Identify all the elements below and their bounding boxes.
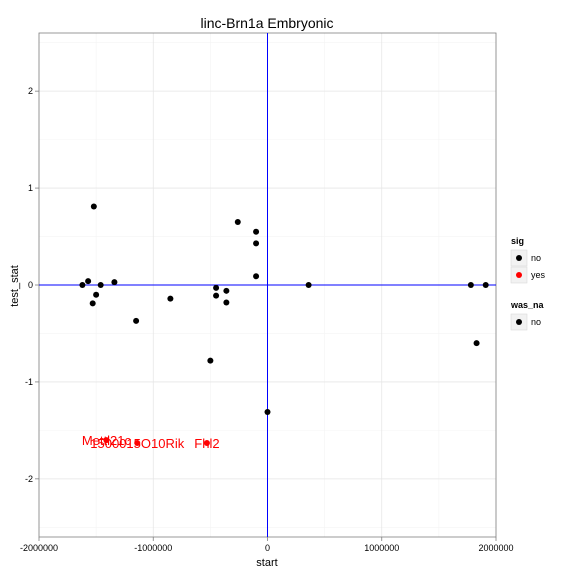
- x-tick-label: 2000000: [478, 543, 513, 553]
- sig-no-data-point: [305, 282, 312, 288]
- y-tick-label: 0: [28, 280, 33, 290]
- sig-no-data-point: [97, 282, 104, 288]
- x-tick-label: 1000000: [364, 543, 399, 553]
- sig-no-data-point: [207, 357, 214, 364]
- sig-no-data-point: [85, 278, 92, 285]
- sig-no-data-point: [167, 295, 174, 302]
- x-tick-label: 0: [265, 543, 270, 553]
- legend-label: yes: [531, 270, 546, 280]
- sig-no-data-point: [79, 282, 86, 288]
- y-tick-label: -1: [25, 377, 33, 387]
- sig-yes-data-point: [103, 437, 110, 444]
- sig-yes-data-point: [203, 439, 210, 446]
- point-label: 1500015O10Rik: [90, 436, 184, 451]
- legend-key-point: [516, 255, 522, 261]
- sig-no-data-point: [482, 282, 489, 288]
- sig-no-data-point: [253, 228, 260, 235]
- sig-no-data-point: [223, 299, 230, 306]
- legend-key-point: [516, 319, 522, 325]
- sig-no-data-point: [213, 284, 220, 291]
- sig-no-data-point: [467, 282, 474, 288]
- y-tick-label: 1: [28, 183, 33, 193]
- sig-no-data-point: [473, 340, 480, 347]
- sig-no-data-point: [253, 240, 260, 247]
- y-tick-label: -2: [25, 474, 33, 484]
- x-tick-label: -2000000: [20, 543, 58, 553]
- sig-no-data-point: [213, 292, 220, 299]
- point-label: Fhl2: [194, 436, 219, 451]
- legend-label: no: [531, 317, 541, 327]
- sig-no-data-point: [223, 287, 230, 294]
- legend-title: sig: [511, 236, 524, 246]
- sig-no-data-point: [89, 300, 96, 307]
- sig-no-data-point: [93, 291, 100, 298]
- y-tick-label: 2: [28, 86, 33, 96]
- sig-no-data-point: [264, 408, 271, 415]
- point-label: Mettl21c: [82, 433, 132, 448]
- sig-no-data-point: [111, 279, 118, 286]
- legend-label: no: [531, 253, 541, 263]
- chart-title: linc-Brn1a Embryonic: [200, 15, 333, 31]
- y-axis-title: test_stat: [9, 265, 21, 307]
- x-tick-label: -1000000: [134, 543, 172, 553]
- x-axis-title: start: [256, 557, 277, 569]
- legend-title: was_na: [510, 300, 545, 310]
- legend-key-point: [516, 272, 522, 278]
- sig-no-data-point: [133, 317, 140, 324]
- sig-no-data-point: [90, 203, 97, 210]
- sig-yes-data-point: [134, 439, 141, 446]
- sig-no-data-point: [253, 273, 260, 280]
- sig-no-data-point: [234, 219, 241, 225]
